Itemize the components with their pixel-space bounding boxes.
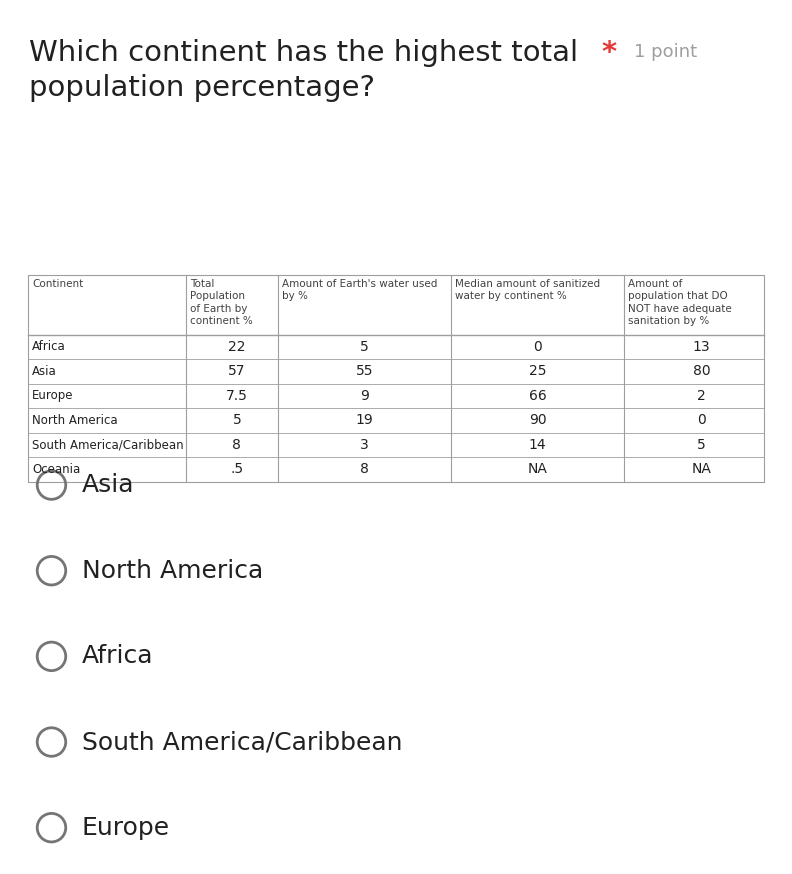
Text: 25: 25 [529,364,546,378]
Text: 5: 5 [697,438,706,452]
Text: 57: 57 [228,364,246,378]
Text: 5: 5 [360,340,369,354]
Text: Amount of
population that DO
NOT have adequate
sanitation by %: Amount of population that DO NOT have ad… [628,279,732,326]
Text: 5: 5 [233,413,242,427]
Text: Africa: Africa [82,644,153,669]
Text: Oceania: Oceania [32,463,80,475]
Text: 90: 90 [529,413,546,427]
Text: 14: 14 [529,438,546,452]
Text: 8: 8 [360,462,369,476]
Text: 80: 80 [693,364,710,378]
Text: North America: North America [32,414,117,427]
Text: 7.5: 7.5 [226,389,248,403]
Text: 22: 22 [228,340,246,354]
Text: NA: NA [691,462,711,476]
Text: Europe: Europe [32,390,74,402]
Text: Asia: Asia [32,365,57,378]
Text: South America/Caribbean: South America/Caribbean [82,730,402,754]
Bar [28,275,764,482]
Text: Median amount of sanitized
water by continent %: Median amount of sanitized water by cont… [455,279,600,302]
Text: 1 point: 1 point [634,43,697,61]
Text: Total
Population
of Earth by
continent %: Total Population of Earth by continent % [190,279,253,326]
Text: Asia: Asia [82,473,134,497]
Text: Europe: Europe [82,815,169,840]
Text: *: * [602,39,627,67]
Text: NA: NA [527,462,547,476]
Text: Which continent has the highest total: Which continent has the highest total [29,39,577,67]
Text: 13: 13 [693,340,710,354]
Text: 66: 66 [529,389,546,403]
Text: North America: North America [82,558,263,583]
Text: Amount of Earth's water used
by %: Amount of Earth's water used by % [282,279,437,302]
Text: 2: 2 [697,389,706,403]
Text: 19: 19 [356,413,374,427]
Text: 0: 0 [697,413,706,427]
Text: Continent: Continent [32,279,83,288]
Text: South America/Caribbean: South America/Caribbean [32,439,184,451]
Text: 9: 9 [360,389,369,403]
Text: .5: .5 [230,462,243,476]
Text: Africa: Africa [32,341,66,353]
Text: 0: 0 [533,340,542,354]
Text: population percentage?: population percentage? [29,74,375,102]
Text: 8: 8 [232,438,242,452]
Text: 55: 55 [356,364,374,378]
Text: 3: 3 [360,438,369,452]
